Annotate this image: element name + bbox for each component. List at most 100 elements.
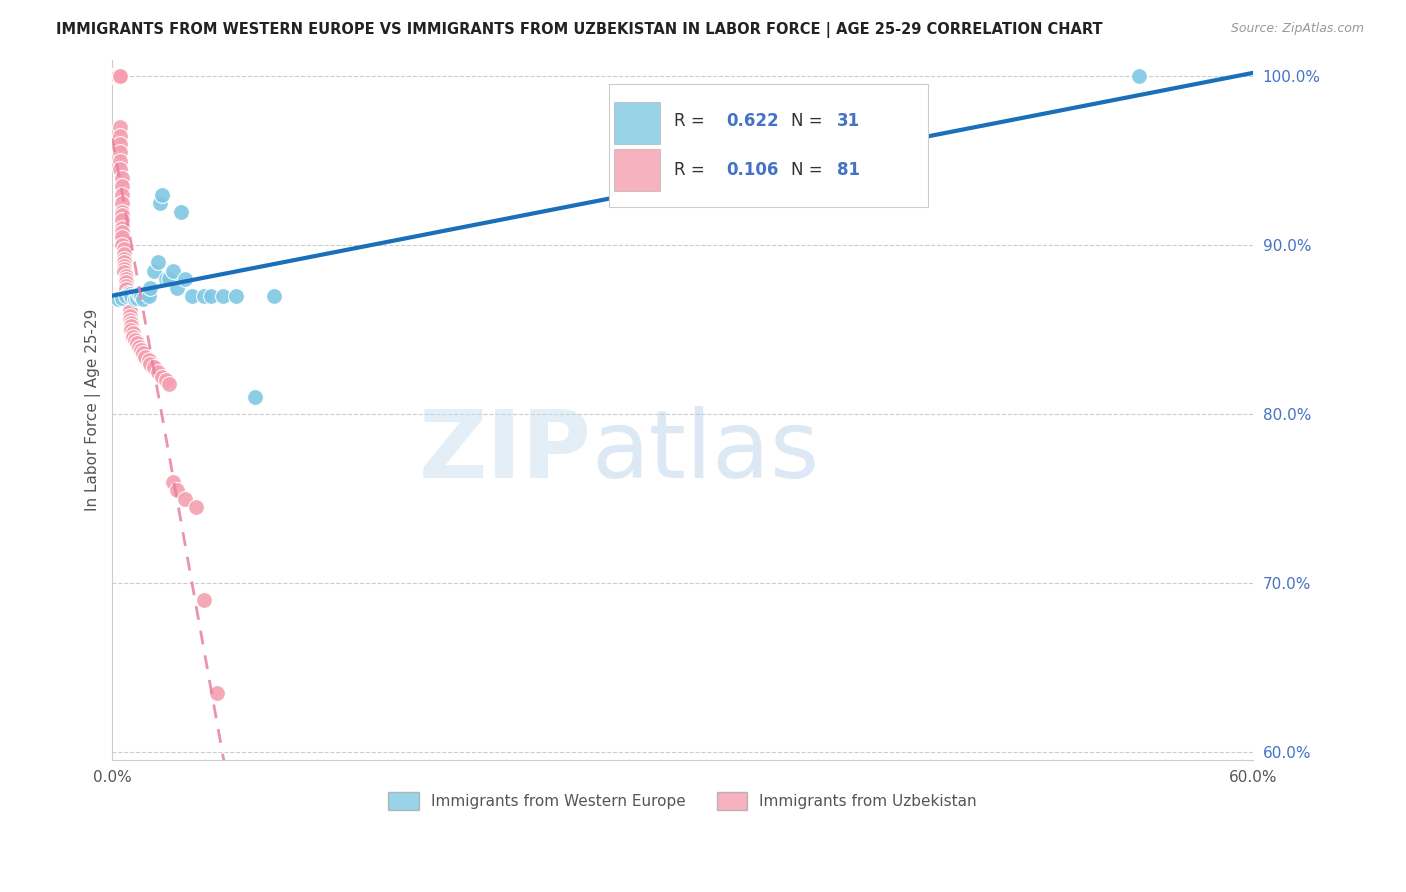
Point <box>120 316 142 330</box>
Point <box>243 390 266 404</box>
Point <box>135 287 157 301</box>
Point <box>111 170 134 185</box>
Point <box>118 287 141 301</box>
Text: 0.106: 0.106 <box>725 161 779 179</box>
Point <box>193 593 215 607</box>
Point <box>112 265 135 279</box>
Point <box>114 278 136 293</box>
Point <box>105 70 128 84</box>
Point <box>111 291 134 305</box>
Point <box>162 263 184 277</box>
Point <box>263 289 285 303</box>
Point <box>107 293 129 307</box>
Point <box>211 289 233 303</box>
Point <box>155 272 177 286</box>
Point <box>108 70 131 84</box>
Point <box>124 293 146 307</box>
Point <box>107 70 129 84</box>
Point <box>166 483 188 498</box>
Point <box>105 70 128 84</box>
Point <box>108 70 131 84</box>
Point <box>129 289 152 303</box>
Point <box>105 70 128 84</box>
Point <box>184 500 207 514</box>
Text: atlas: atlas <box>592 406 820 498</box>
Point <box>122 329 145 343</box>
Point <box>1128 70 1150 84</box>
Point <box>117 297 139 311</box>
Point <box>150 370 173 384</box>
Text: 31: 31 <box>837 112 860 129</box>
Point <box>159 272 181 286</box>
Point <box>114 282 136 296</box>
Point <box>107 70 129 84</box>
Point <box>155 374 177 388</box>
Point <box>128 287 150 301</box>
Point <box>193 289 215 303</box>
Point <box>138 353 160 368</box>
Point <box>111 238 134 252</box>
FancyBboxPatch shape <box>614 149 659 192</box>
Point <box>149 196 172 211</box>
Point <box>108 153 131 168</box>
Point <box>111 204 134 219</box>
Point <box>146 365 169 379</box>
Point <box>111 179 134 194</box>
Point <box>132 293 155 307</box>
Point <box>107 70 129 84</box>
Point <box>111 230 134 244</box>
Point <box>117 293 139 307</box>
Point <box>117 285 139 300</box>
Point <box>107 70 129 84</box>
Point <box>117 289 139 303</box>
Point <box>112 259 135 273</box>
Point <box>107 70 129 84</box>
Point <box>103 70 125 84</box>
Point <box>107 70 129 84</box>
Point <box>122 326 145 340</box>
Text: 0.622: 0.622 <box>725 112 779 129</box>
Point <box>159 376 181 391</box>
Point <box>173 491 195 506</box>
Point <box>139 357 162 371</box>
Point <box>118 304 141 318</box>
Point <box>162 475 184 489</box>
Point <box>105 70 128 84</box>
Point <box>114 268 136 283</box>
Point <box>108 145 131 160</box>
FancyBboxPatch shape <box>614 102 659 144</box>
Y-axis label: In Labor Force | Age 25-29: In Labor Force | Age 25-29 <box>86 309 101 511</box>
Point <box>150 187 173 202</box>
Point <box>170 204 193 219</box>
Point <box>112 247 135 261</box>
Point <box>107 70 129 84</box>
Point <box>143 359 166 374</box>
Text: Source: ZipAtlas.com: Source: ZipAtlas.com <box>1230 22 1364 36</box>
Point <box>120 319 142 334</box>
Text: IMMIGRANTS FROM WESTERN EUROPE VS IMMIGRANTS FROM UZBEKISTAN IN LABOR FORCE | AG: IMMIGRANTS FROM WESTERN EUROPE VS IMMIGR… <box>56 22 1102 38</box>
Point <box>111 208 134 222</box>
Point <box>108 70 131 84</box>
Point <box>138 289 160 303</box>
Point <box>112 252 135 266</box>
Point <box>112 262 135 277</box>
Point <box>114 276 136 290</box>
Point <box>108 128 131 143</box>
Text: R =: R = <box>673 161 710 179</box>
Point <box>108 136 131 151</box>
Text: R =: R = <box>673 112 710 129</box>
Point <box>225 289 247 303</box>
Point <box>205 686 228 700</box>
Point <box>111 213 134 227</box>
Point <box>107 70 129 84</box>
Point <box>200 289 222 303</box>
Point <box>108 162 131 177</box>
Point <box>108 120 131 135</box>
Point <box>105 70 128 84</box>
Point <box>134 350 156 364</box>
Point <box>112 255 135 269</box>
Point <box>105 70 128 84</box>
Point <box>114 289 136 303</box>
Point <box>127 291 149 305</box>
Text: N =: N = <box>792 161 828 179</box>
